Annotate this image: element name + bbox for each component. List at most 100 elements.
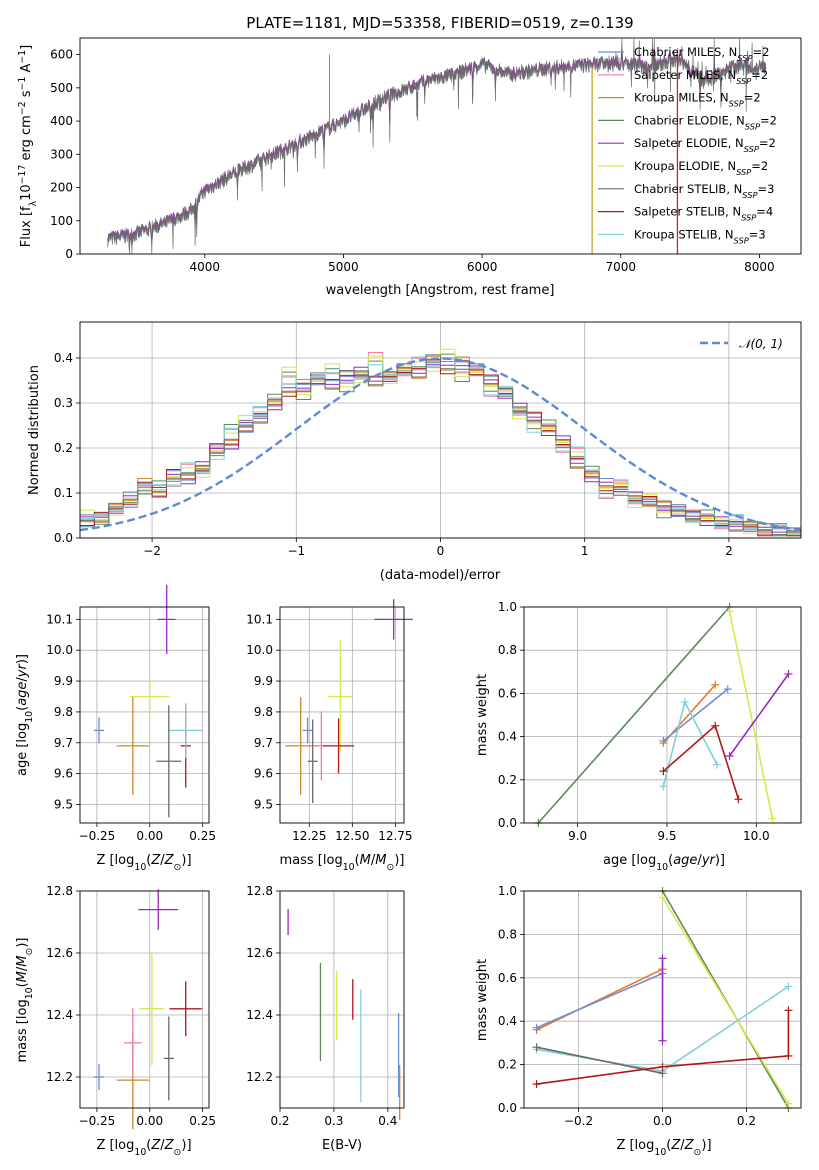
weight-line-kroupa_elodie [728,611,774,819]
x-tick-label: −0.25 [79,1114,116,1128]
y-tick-label: 400 [50,114,73,128]
x-tick-label: 0.25 [189,829,216,843]
legend-label: Chabrier STELIB, NSSP=3 [634,182,774,200]
legend-label: Salpeter MILES, NSSP=2 [634,68,768,86]
y-tick-label: 9.6 [54,767,73,781]
y-tick-label: 0 [65,247,73,261]
y-tick-label: 0.6 [498,686,517,700]
y-tick-label: 1.0 [498,884,517,898]
y-tick-label: 0.2 [54,441,73,455]
y-tick-label: 12.4 [46,1008,73,1022]
weight-line-salpeter_elodie [728,673,790,757]
x-tick-label: 0.2 [270,1114,289,1128]
axes-frame [79,37,802,255]
axes-frame [279,606,405,824]
y-tick-label: 10.0 [46,643,73,657]
y-tick-label: 1.0 [498,600,517,614]
axes-frame [79,606,210,824]
y-tick-label: 9.7 [254,736,273,750]
y-tick-label: 500 [50,81,73,95]
x-axis-label: Z [log10(Z/Z⊙)] [96,853,191,873]
x-tick-label: −0.2 [564,1114,593,1128]
x-tick-label: 0.4 [378,1114,397,1128]
y-tick-label: 9.9 [254,674,273,688]
x-axis-label: mass [log10(M/M⊙)] [280,853,405,873]
y-tick-label: 10.1 [246,612,273,626]
y-tick-label: 12.4 [246,1008,273,1022]
x-tick-label: −1 [287,544,305,558]
y-tick-label: 600 [50,48,73,62]
x-tick-label: 5000 [328,260,359,274]
y-axis-label: mass weight [475,674,490,756]
observed-spectrum [107,38,767,255]
y-tick-label: 10.0 [246,643,273,657]
x-tick-label: 4000 [190,260,221,274]
axes-frame [279,890,405,1109]
histogram-chabrier_stelib [80,354,801,537]
y-tick-label: 9.8 [254,705,273,719]
normal-curve [79,357,802,532]
x-tick-label: 0.00 [136,1114,163,1128]
weight-line-orange [536,968,663,1031]
y-tick-label: 0.2 [498,773,517,787]
y-tick-label: 12.2 [246,1070,273,1084]
axes-frame [523,606,802,824]
x-tick-label: 0.3 [324,1114,343,1128]
x-axis-label: age [log10(age/yr)] [603,853,725,873]
legend-label: Salpeter STELIB, NSSP=4 [634,205,773,223]
y-tick-label: 0.0 [498,816,517,830]
x-axis-label: Z [log10(Z/Z⊙)] [96,1138,191,1158]
axes-frame [79,890,210,1109]
x-tick-label: 0.0 [653,1114,672,1128]
x-tick-label: 2 [725,544,733,558]
y-tick-label: 12.8 [46,884,73,898]
y-tick-label: 12.8 [246,884,273,898]
y-axis-label: Flux [fλ10−17 erg cm−2 s−1 A−1] [17,45,39,247]
x-tick-label: 8000 [744,260,775,274]
x-tick-label: −2 [143,544,161,558]
y-tick-label: 0.4 [498,730,517,744]
y-axis-label: Normed distribution [27,365,42,495]
y-tick-label: 9.9 [54,674,73,688]
x-axis-label: wavelength [Angstrom, rest frame] [326,283,555,298]
y-tick-label: 12.6 [246,946,273,960]
x-tick-label: 12.25 [292,829,326,843]
y-tick-label: 0.6 [498,971,517,985]
y-axis-label: mass weight [475,959,490,1041]
y-tick-label: 9.7 [54,736,73,750]
y-tick-label: 12.6 [46,946,73,960]
x-tick-label: 1 [581,544,589,558]
y-tick-label: 9.5 [54,797,73,811]
y-tick-label: 200 [50,181,73,195]
legend-label: Chabrier MILES, NSSP=2 [634,45,769,63]
legend-label: Salpeter ELODIE, NSSP=2 [634,136,776,154]
legend-label: Chabrier ELODIE, NSSP=2 [634,113,777,131]
legend-label: Kroupa STELIB, NSSP=3 [634,227,766,245]
x-tick-label: 0 [437,544,445,558]
weight-line-chabrier_elodie [537,606,731,824]
y-tick-label: 0.4 [498,1014,517,1028]
y-tick-label: 0.3 [54,396,73,410]
weight-line-chabrier_miles [536,972,663,1029]
weight-line-kroupa_stelib [662,699,718,787]
x-tick-label: 7000 [605,260,636,274]
x-axis-label: E(B-V) [322,1138,362,1153]
weight-line-chabrier_miles [662,688,729,742]
legend-label: Kroupa MILES, NSSP=2 [634,91,761,109]
x-tick-label: 10.0 [743,829,770,843]
axes-frame [79,321,802,539]
x-tick-label: 0.25 [189,1114,216,1128]
spectrum-title: PLATE=1181, MJD=53358, FIBERID=0519, z=0… [246,14,633,32]
axes-frame [523,890,802,1109]
y-axis-label: age [log10(age/yr)] [15,654,35,776]
x-tick-label: 0.2 [737,1114,756,1128]
x-axis-label: (data-model)/error [380,568,501,583]
y-tick-label: 0.2 [498,1058,517,1072]
weight-line-kroupa_elodie [661,897,790,1105]
y-tick-label: 0.1 [54,486,73,500]
x-tick-label: 9.0 [568,829,587,843]
y-tick-label: 0.0 [54,531,73,545]
y-tick-label: 12.2 [46,1070,73,1084]
y-axis-label: mass [log10(M/M⊙)] [15,938,35,1063]
